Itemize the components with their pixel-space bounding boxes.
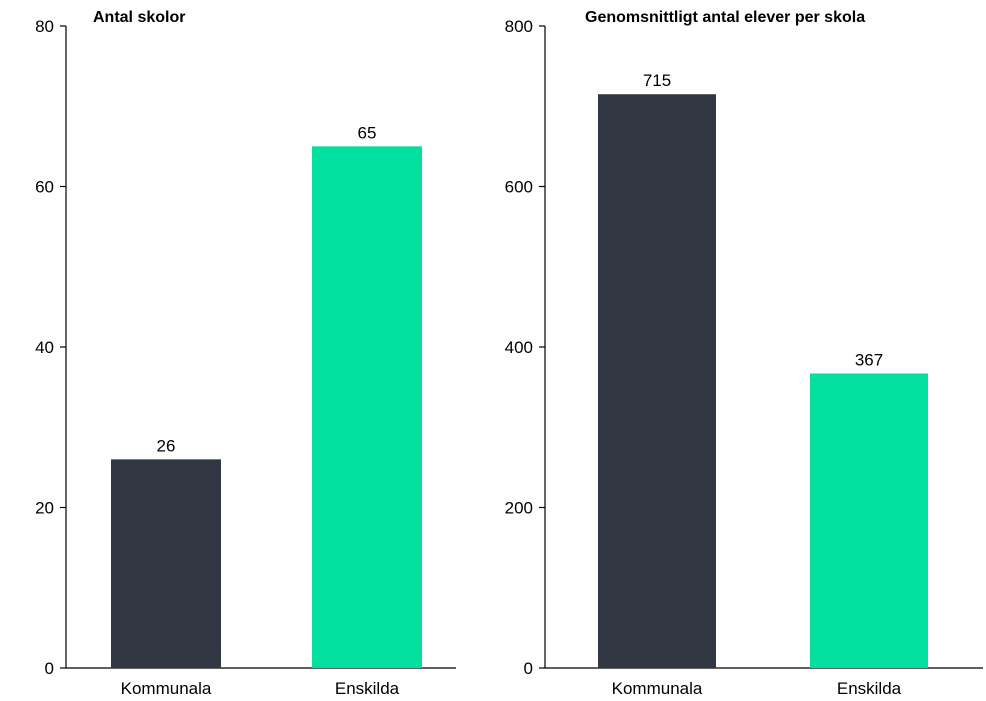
y-tick-label: 200 xyxy=(505,499,533,518)
y-tick-label: 20 xyxy=(35,499,54,518)
bar-kommunala xyxy=(111,459,221,668)
x-tick-label: Enskilda xyxy=(335,679,400,698)
chart-1-title: Antal skolor xyxy=(93,9,185,26)
data-label: 26 xyxy=(157,436,176,455)
y-tick-label: 0 xyxy=(524,659,533,678)
y-tick-label: 0 xyxy=(45,659,54,678)
chart-1: Antal skolor 0 20 40 60 80 26 Kommunala 65 Enski… xyxy=(35,9,456,698)
bar-kommunala xyxy=(598,94,716,668)
x-tick-label: Kommunala xyxy=(121,679,212,698)
x-tick-label: Enskilda xyxy=(837,679,902,698)
data-label: 367 xyxy=(855,350,883,369)
x-tick-label: Kommunala xyxy=(612,679,703,698)
y-tick-label: 40 xyxy=(35,338,54,357)
bar-enskilda xyxy=(810,373,928,668)
y-tick-label: 60 xyxy=(35,178,54,197)
chart-2-title: Genomsnittligt antal elever per skola xyxy=(585,9,865,26)
y-tick-label: 800 xyxy=(505,17,533,36)
bar-enskilda xyxy=(312,146,422,668)
y-tick-label: 600 xyxy=(505,178,533,197)
y-tick-label: 80 xyxy=(35,17,54,36)
data-label: 715 xyxy=(643,71,671,90)
data-label: 65 xyxy=(358,123,377,142)
y-tick-label: 400 xyxy=(505,338,533,357)
chart-2: Genomsnittligt antal elever per skola 0 2… xyxy=(505,9,983,698)
